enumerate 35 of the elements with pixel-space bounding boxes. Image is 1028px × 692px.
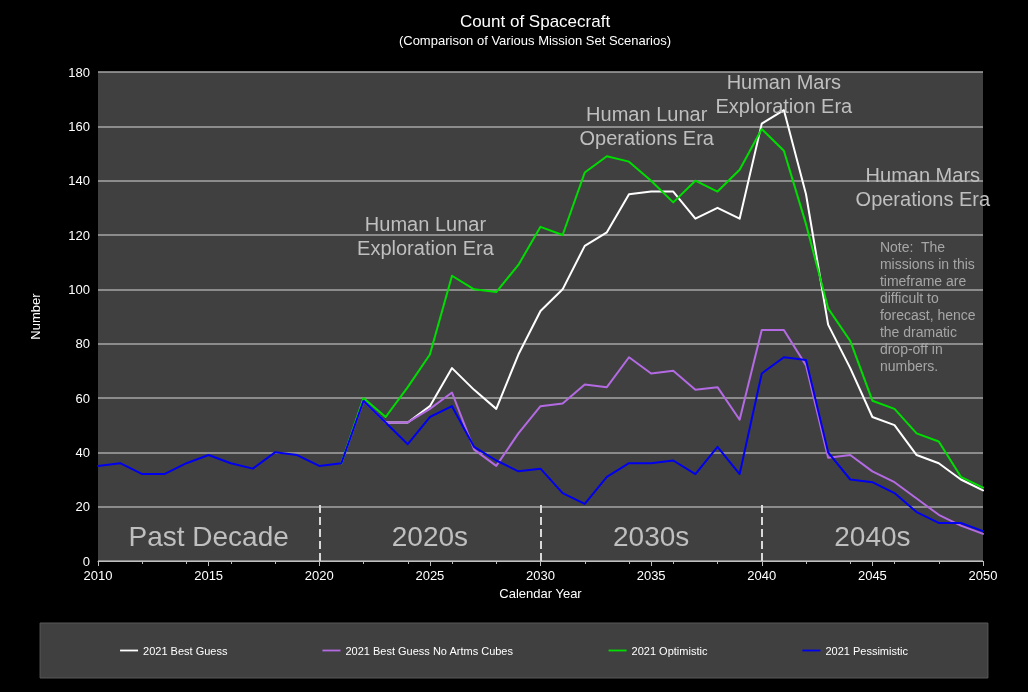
- x-tick-label: 2040: [747, 568, 777, 583]
- x-tick-label: 2015: [194, 568, 224, 583]
- x-tick-label: 2020: [304, 568, 334, 583]
- legend-label: 2021 Optimistic: [631, 644, 708, 657]
- y-tick-label: 60: [75, 390, 90, 406]
- y-tick-label: 140: [68, 173, 90, 189]
- x-tick-label: 2010: [83, 568, 113, 583]
- x-tick-label: 2025: [415, 568, 445, 583]
- legend-label: 2021 Best Guess: [143, 644, 228, 657]
- y-tick-label: 100: [68, 281, 90, 297]
- annotation: Human Lunar Exploration Era: [357, 212, 495, 259]
- annotation: 2020s: [391, 521, 469, 553]
- x-tick-label: 2045: [857, 568, 887, 583]
- legend-label: 2021 Best Guess No Artms Cubes: [345, 644, 514, 657]
- legend-label: 2021 Pessimistic: [825, 644, 909, 657]
- annotation: Human Lunar Operations Era: [579, 102, 715, 149]
- y-tick-label: 160: [68, 118, 90, 134]
- y-tick-label: 40: [75, 444, 90, 460]
- annotation: 2030s: [612, 521, 690, 553]
- chart-subtitle: (Comparison of Various Mission Set Scenarios): [398, 33, 672, 48]
- annotation: Past Decade: [128, 521, 289, 553]
- y-tick-label: 120: [68, 227, 90, 243]
- annotation: Human Mars Exploration Era: [715, 71, 854, 117]
- y-axis-title: Number: [28, 292, 43, 340]
- chart-title: Count of Spacecraft: [459, 12, 611, 31]
- y-tick-label: 80: [75, 336, 90, 352]
- x-tick-label: 2030: [526, 568, 555, 583]
- x-axis-title: Calendar Year: [499, 586, 583, 601]
- y-tick-label: 20: [75, 499, 90, 515]
- annotation: Note: The missions in this timeframe are difficult to forecast, hence the dramatic drop-off in numbers.: [879, 239, 980, 375]
- y-tick-label: 0: [82, 553, 90, 569]
- y-tick-label: 180: [68, 64, 90, 80]
- annotation: 2040s: [834, 521, 911, 553]
- x-tick-label: 2050: [968, 568, 998, 583]
- x-tick-label: 2035: [636, 568, 666, 583]
